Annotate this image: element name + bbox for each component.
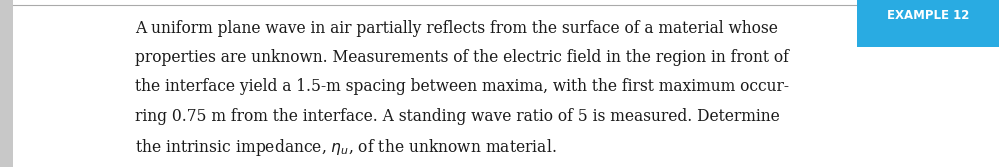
Text: ring 0.75 m from the interface. A standing wave ratio of 5 is measured. Determin: ring 0.75 m from the interface. A standi… [135,108,779,125]
Text: EXAMPLE 12: EXAMPLE 12 [887,9,969,22]
FancyBboxPatch shape [857,0,999,47]
Text: A uniform plane wave in air partially reflects from the surface of a material wh: A uniform plane wave in air partially re… [135,20,778,37]
Text: properties are unknown. Measurements of the electric field in the region in fron: properties are unknown. Measurements of … [135,49,789,66]
Text: the interface yield a 1.5-m spacing between maxima, with the first maximum occur: the interface yield a 1.5-m spacing betw… [135,78,789,96]
Text: the intrinsic impedance, $\eta_{u}$, of the unknown material.: the intrinsic impedance, $\eta_{u}$, of … [135,137,556,158]
FancyBboxPatch shape [0,0,13,167]
